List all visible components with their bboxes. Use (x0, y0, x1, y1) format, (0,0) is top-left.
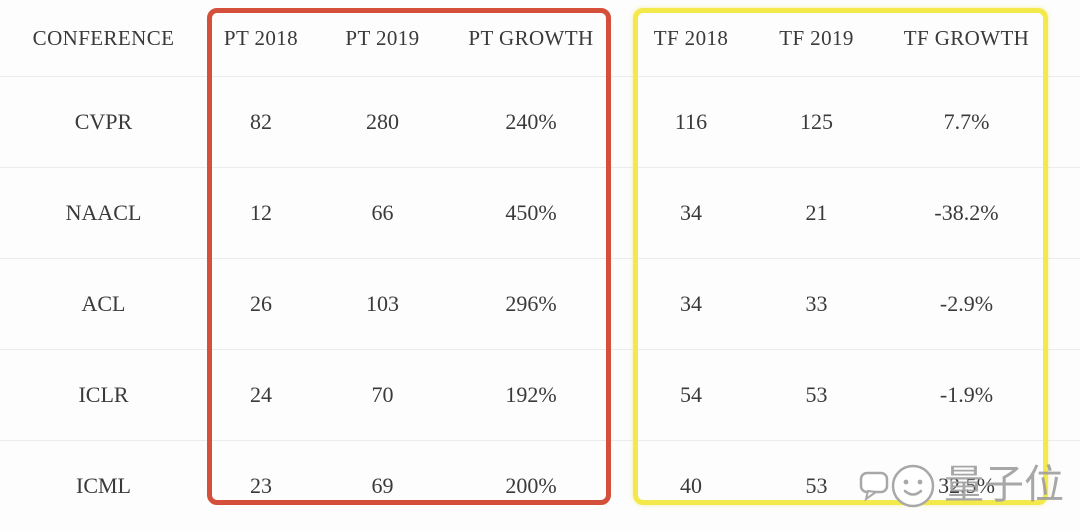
table-cell: 82 (250, 109, 272, 134)
table-cell: 23 (250, 473, 272, 498)
row-label: CVPR (74, 109, 133, 134)
table-cell: 280 (366, 109, 399, 134)
table-cell: 40 (680, 473, 702, 498)
table-cell: 200% (505, 473, 557, 498)
table-cell: -2.9% (939, 291, 994, 316)
row-label: ACL (81, 291, 126, 316)
column-header-tf-2018: TF 2018 (653, 25, 729, 50)
table-cell: 53 (805, 473, 828, 498)
table-cell: 34 (680, 200, 702, 225)
table-cell: 21 (805, 200, 828, 225)
table-cell: 66 (371, 200, 394, 225)
column-header-conference: CONFERENCE (32, 25, 175, 50)
table-cell: 24 (250, 382, 272, 407)
table-cell: 7.7% (943, 109, 990, 134)
table-cell: 125 (800, 109, 833, 134)
table-cell: 70 (371, 382, 394, 407)
table-cell: 450% (505, 200, 557, 225)
table-cell: 116 (674, 109, 708, 134)
table-row-iclr: ICLR 24 70 192% 54 53 -1.9% (0, 350, 1080, 441)
table-row-icml: ICML 23 69 200% 40 53 32.5% (0, 441, 1080, 531)
table-cell: -38.2% (934, 200, 999, 225)
column-header-tf-2019: TF 2019 (779, 25, 854, 50)
row-label: NAACL (65, 200, 142, 225)
table-cell: 32.5% (938, 473, 995, 498)
table-cell: 192% (505, 382, 557, 407)
table-cell: 69 (371, 473, 394, 498)
table-row-cvpr: CVPR 82 280 240% 116 125 7.7% (0, 77, 1080, 168)
table-cell: 103 (366, 291, 399, 316)
row-label: ICML (76, 473, 131, 498)
column-header-pt-2018: PT 2018 (223, 25, 299, 50)
table-cell: 296% (505, 291, 557, 316)
table-cell: 12 (250, 200, 272, 225)
table-cell: 34 (680, 291, 702, 316)
row-label: ICLR (78, 382, 129, 407)
table-cell: -1.9% (939, 382, 994, 407)
table-cell: 53 (805, 382, 828, 407)
table-cell: 26 (250, 291, 272, 316)
table-cell: 54 (680, 382, 702, 407)
table-cell: 240% (505, 109, 557, 134)
column-header-pt-2019: PT 2019 (345, 25, 420, 50)
column-header-tf-growth: TF GROWTH (903, 25, 1030, 50)
table-cell: 33 (805, 291, 828, 316)
column-header-pt-growth: PT GROWTH (468, 25, 594, 50)
table-header-row: CONFERENCE PT 2018 PT 2019 PT GROWTH TF … (0, 0, 1080, 77)
table-row-naacl: NAACL 12 66 450% 34 21 -38.2% (0, 168, 1080, 259)
table-row-acl: ACL 26 103 296% 34 33 -2.9% (0, 259, 1080, 350)
